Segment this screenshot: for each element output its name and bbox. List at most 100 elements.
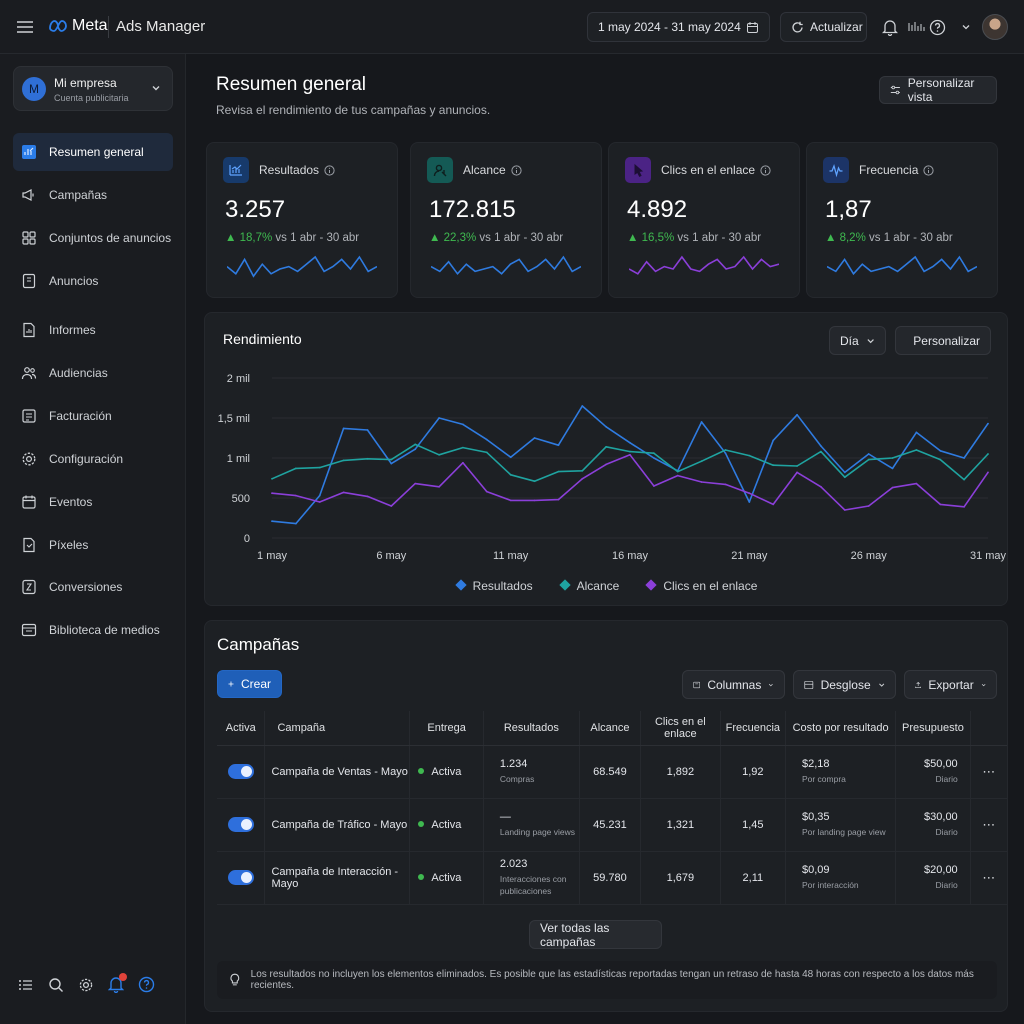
data-point[interactable] (700, 460, 703, 463)
data-point[interactable] (987, 422, 989, 425)
data-point[interactable] (915, 431, 918, 434)
data-point[interactable] (796, 413, 798, 416)
data-point[interactable] (294, 522, 297, 525)
data-point[interactable] (318, 466, 321, 469)
data-point[interactable] (820, 445, 822, 447)
view-all-campaigns-button[interactable]: Ver todas las campañas (529, 920, 662, 949)
table-row[interactable]: Campaña de Interacción - Mayo Activa 2.0… (217, 851, 1007, 905)
data-point[interactable] (414, 448, 417, 451)
kpi-card[interactable]: Clics en el enlace 4.892 ▲ 16,5% vs 1 ab… (608, 142, 800, 298)
data-point[interactable] (843, 471, 846, 474)
data-point[interactable] (700, 421, 703, 423)
info-icon[interactable] (923, 164, 934, 176)
data-point[interactable] (390, 458, 393, 461)
data-point[interactable] (915, 449, 918, 451)
data-point[interactable] (676, 474, 679, 477)
data-point[interactable] (485, 490, 488, 493)
chevron-down-icon[interactable] (956, 17, 976, 37)
data-point[interactable] (867, 458, 870, 461)
kpi-card[interactable]: Resultados 3.257 ▲ 18,7% vs 1 abr - 30 a… (206, 142, 398, 298)
data-point[interactable] (485, 451, 488, 454)
data-point[interactable] (462, 423, 464, 426)
data-point[interactable] (820, 485, 822, 488)
data-point[interactable] (557, 444, 560, 447)
granularity-select[interactable]: Día (829, 326, 886, 355)
sidebar-item-10[interactable]: Píxeles (13, 526, 173, 564)
data-point[interactable] (438, 453, 440, 456)
data-point[interactable] (843, 476, 846, 479)
data-point[interactable] (652, 485, 655, 487)
menu-icon[interactable] (14, 16, 36, 38)
data-point[interactable] (414, 443, 417, 446)
data-point[interactable] (342, 427, 345, 430)
data-point[interactable] (366, 495, 369, 498)
header-frequency[interactable]: Frecuencia (720, 711, 786, 746)
active-toggle[interactable] (227, 870, 254, 885)
sidebar-item-5[interactable]: Informes (13, 311, 173, 349)
sidebar-item-2[interactable]: Campañas (13, 176, 173, 214)
info-icon[interactable] (511, 164, 522, 176)
data-point[interactable] (366, 429, 369, 431)
data-point[interactable] (891, 486, 894, 489)
more-icon[interactable]: ⋯ (982, 869, 996, 885)
data-point[interactable] (438, 485, 440, 488)
data-point[interactable] (891, 457, 894, 459)
breakdown-button[interactable]: Desglose (793, 670, 896, 699)
data-point[interactable] (605, 445, 608, 448)
active-toggle[interactable] (227, 817, 254, 832)
table-row[interactable]: Campaña de Tráfico - Mayo Activa — Landin… (217, 798, 1007, 852)
table-row[interactable]: Campaña de Ventas - Mayo Activa 1.234 Com… (217, 745, 1007, 799)
data-point[interactable] (414, 482, 417, 485)
campaign-name[interactable]: Campaña de Tráfico - Mayo (264, 798, 411, 852)
data-point[interactable] (939, 449, 942, 452)
data-point[interactable] (891, 467, 894, 470)
data-point[interactable] (342, 459, 345, 462)
data-point[interactable] (867, 505, 870, 507)
data-point[interactable] (509, 456, 512, 459)
data-point[interactable] (390, 505, 393, 507)
header-active[interactable]: Activa (217, 711, 266, 746)
more-icon[interactable]: ⋯ (982, 816, 996, 832)
data-point[interactable] (462, 461, 464, 464)
data-point[interactable] (724, 483, 727, 486)
sidebar-item-11[interactable]: Conversiones (13, 568, 173, 606)
customize-view-button[interactable]: Personalizar vista (879, 76, 997, 104)
data-point[interactable] (509, 499, 512, 502)
data-point[interactable] (629, 453, 631, 456)
legend-item[interactable]: Clics en el enlace (645, 579, 757, 593)
header-campaign[interactable]: Campaña (264, 711, 411, 746)
data-point[interactable] (724, 449, 727, 451)
data-point[interactable] (629, 450, 631, 453)
data-point[interactable] (557, 498, 560, 501)
data-point[interactable] (605, 425, 608, 428)
header-budget[interactable]: Presupuesto (895, 711, 971, 746)
data-point[interactable] (796, 465, 798, 467)
meta-logo[interactable]: Meta (48, 17, 108, 35)
search-icon[interactable] (48, 977, 64, 993)
header-link-clicks[interactable]: Clics en el enlace (640, 711, 721, 746)
data-point[interactable] (318, 494, 321, 497)
data-point[interactable] (724, 452, 727, 455)
settings-gear-icon[interactable] (78, 977, 94, 993)
data-point[interactable] (629, 441, 631, 444)
header-cost-per-result[interactable]: Costo por resultado (785, 711, 897, 746)
data-point[interactable] (581, 405, 584, 407)
create-button[interactable]: Crear (217, 670, 282, 698)
data-point[interactable] (271, 520, 273, 523)
sidebar-item-12[interactable]: Biblioteca de medios (13, 611, 173, 649)
data-point[interactable] (366, 457, 369, 460)
data-point[interactable] (772, 439, 775, 442)
list-icon[interactable] (18, 977, 34, 993)
info-icon[interactable] (760, 164, 771, 176)
data-point[interactable] (342, 491, 345, 494)
data-point[interactable] (390, 462, 393, 465)
data-point[interactable] (557, 470, 560, 473)
data-point[interactable] (939, 458, 942, 461)
data-point[interactable] (485, 438, 488, 441)
customize-chart-button[interactable]: Personalizar (895, 326, 991, 355)
more-icon[interactable]: ⋯ (982, 763, 996, 779)
data-point[interactable] (987, 471, 989, 474)
help-icon[interactable] (927, 17, 947, 37)
data-point[interactable] (963, 478, 966, 481)
kpi-card[interactable]: Alcance 172.815 ▲ 22,3% vs 1 abr - 30 ab… (410, 142, 602, 298)
